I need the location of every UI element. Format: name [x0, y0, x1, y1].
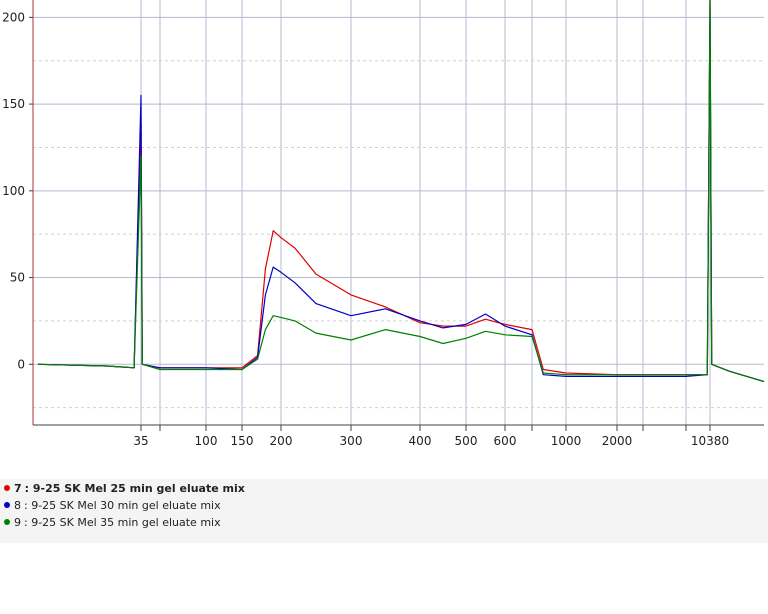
- x-tick-label: 300: [340, 434, 363, 448]
- legend-index: 8: [14, 498, 21, 512]
- x-axis-ticks: 35 100 150 200 300 400 500 600 1000 2000 10380: [133, 425, 729, 448]
- y-tick-label: 50: [10, 271, 25, 285]
- x-tick-label: 600: [494, 434, 517, 448]
- legend-item-8[interactable]: 8: 9-25 SK Mel 30 min gel eluate mix: [4, 497, 221, 513]
- legend-item-7[interactable]: 7: 9-25 SK Mel 25 min gel eluate mix: [4, 480, 245, 496]
- plot-area: [33, 0, 764, 425]
- series-line-9: [37, 0, 765, 383]
- y-tick-label: 150: [2, 97, 25, 111]
- electropherogram-chart: 0 50 100 150 200 35 100 150 200 300 400 500 600 1000…: [2, 0, 765, 448]
- plot-axes: [32, 0, 764, 426]
- x-tick-label: 500: [455, 434, 478, 448]
- y-tick-label: 200: [2, 10, 25, 24]
- y-axis-ticks: 0 50 100 150 200: [2, 10, 33, 371]
- x-tick-label: 35: [133, 434, 148, 448]
- x-tick-label: 400: [409, 434, 432, 448]
- plot-grid: [33, 0, 764, 425]
- x-tick-label: 10380: [691, 434, 729, 448]
- legend: 7: 9-25 SK Mel 25 min gel eluate mix 8: …: [0, 479, 768, 543]
- legend-index: 9: [14, 515, 21, 529]
- series-lines: [37, 0, 765, 383]
- legend-index: 7: [14, 481, 22, 495]
- x-tick-label: 200: [270, 434, 293, 448]
- legend-label: 9-25 SK Mel 25 min gel eluate mix: [32, 481, 245, 495]
- series-line-8: [37, 0, 765, 383]
- series-marker-icon: [4, 519, 10, 525]
- legend-label: 9-25 SK Mel 30 min gel eluate mix: [31, 498, 221, 512]
- series-marker-icon: [4, 502, 10, 508]
- x-tick-label: 100: [195, 434, 218, 448]
- legend-item-9[interactable]: 9: 9-25 SK Mel 35 min gel eluate mix: [4, 514, 221, 530]
- legend-label: 9-25 SK Mel 35 min gel eluate mix: [31, 515, 221, 529]
- x-tick-label: 2000: [602, 434, 633, 448]
- x-tick-label: 150: [231, 434, 254, 448]
- series-marker-icon: [4, 485, 10, 491]
- y-tick-label: 100: [2, 184, 25, 198]
- x-tick-label: 1000: [551, 434, 582, 448]
- y-tick-label: 0: [17, 357, 25, 371]
